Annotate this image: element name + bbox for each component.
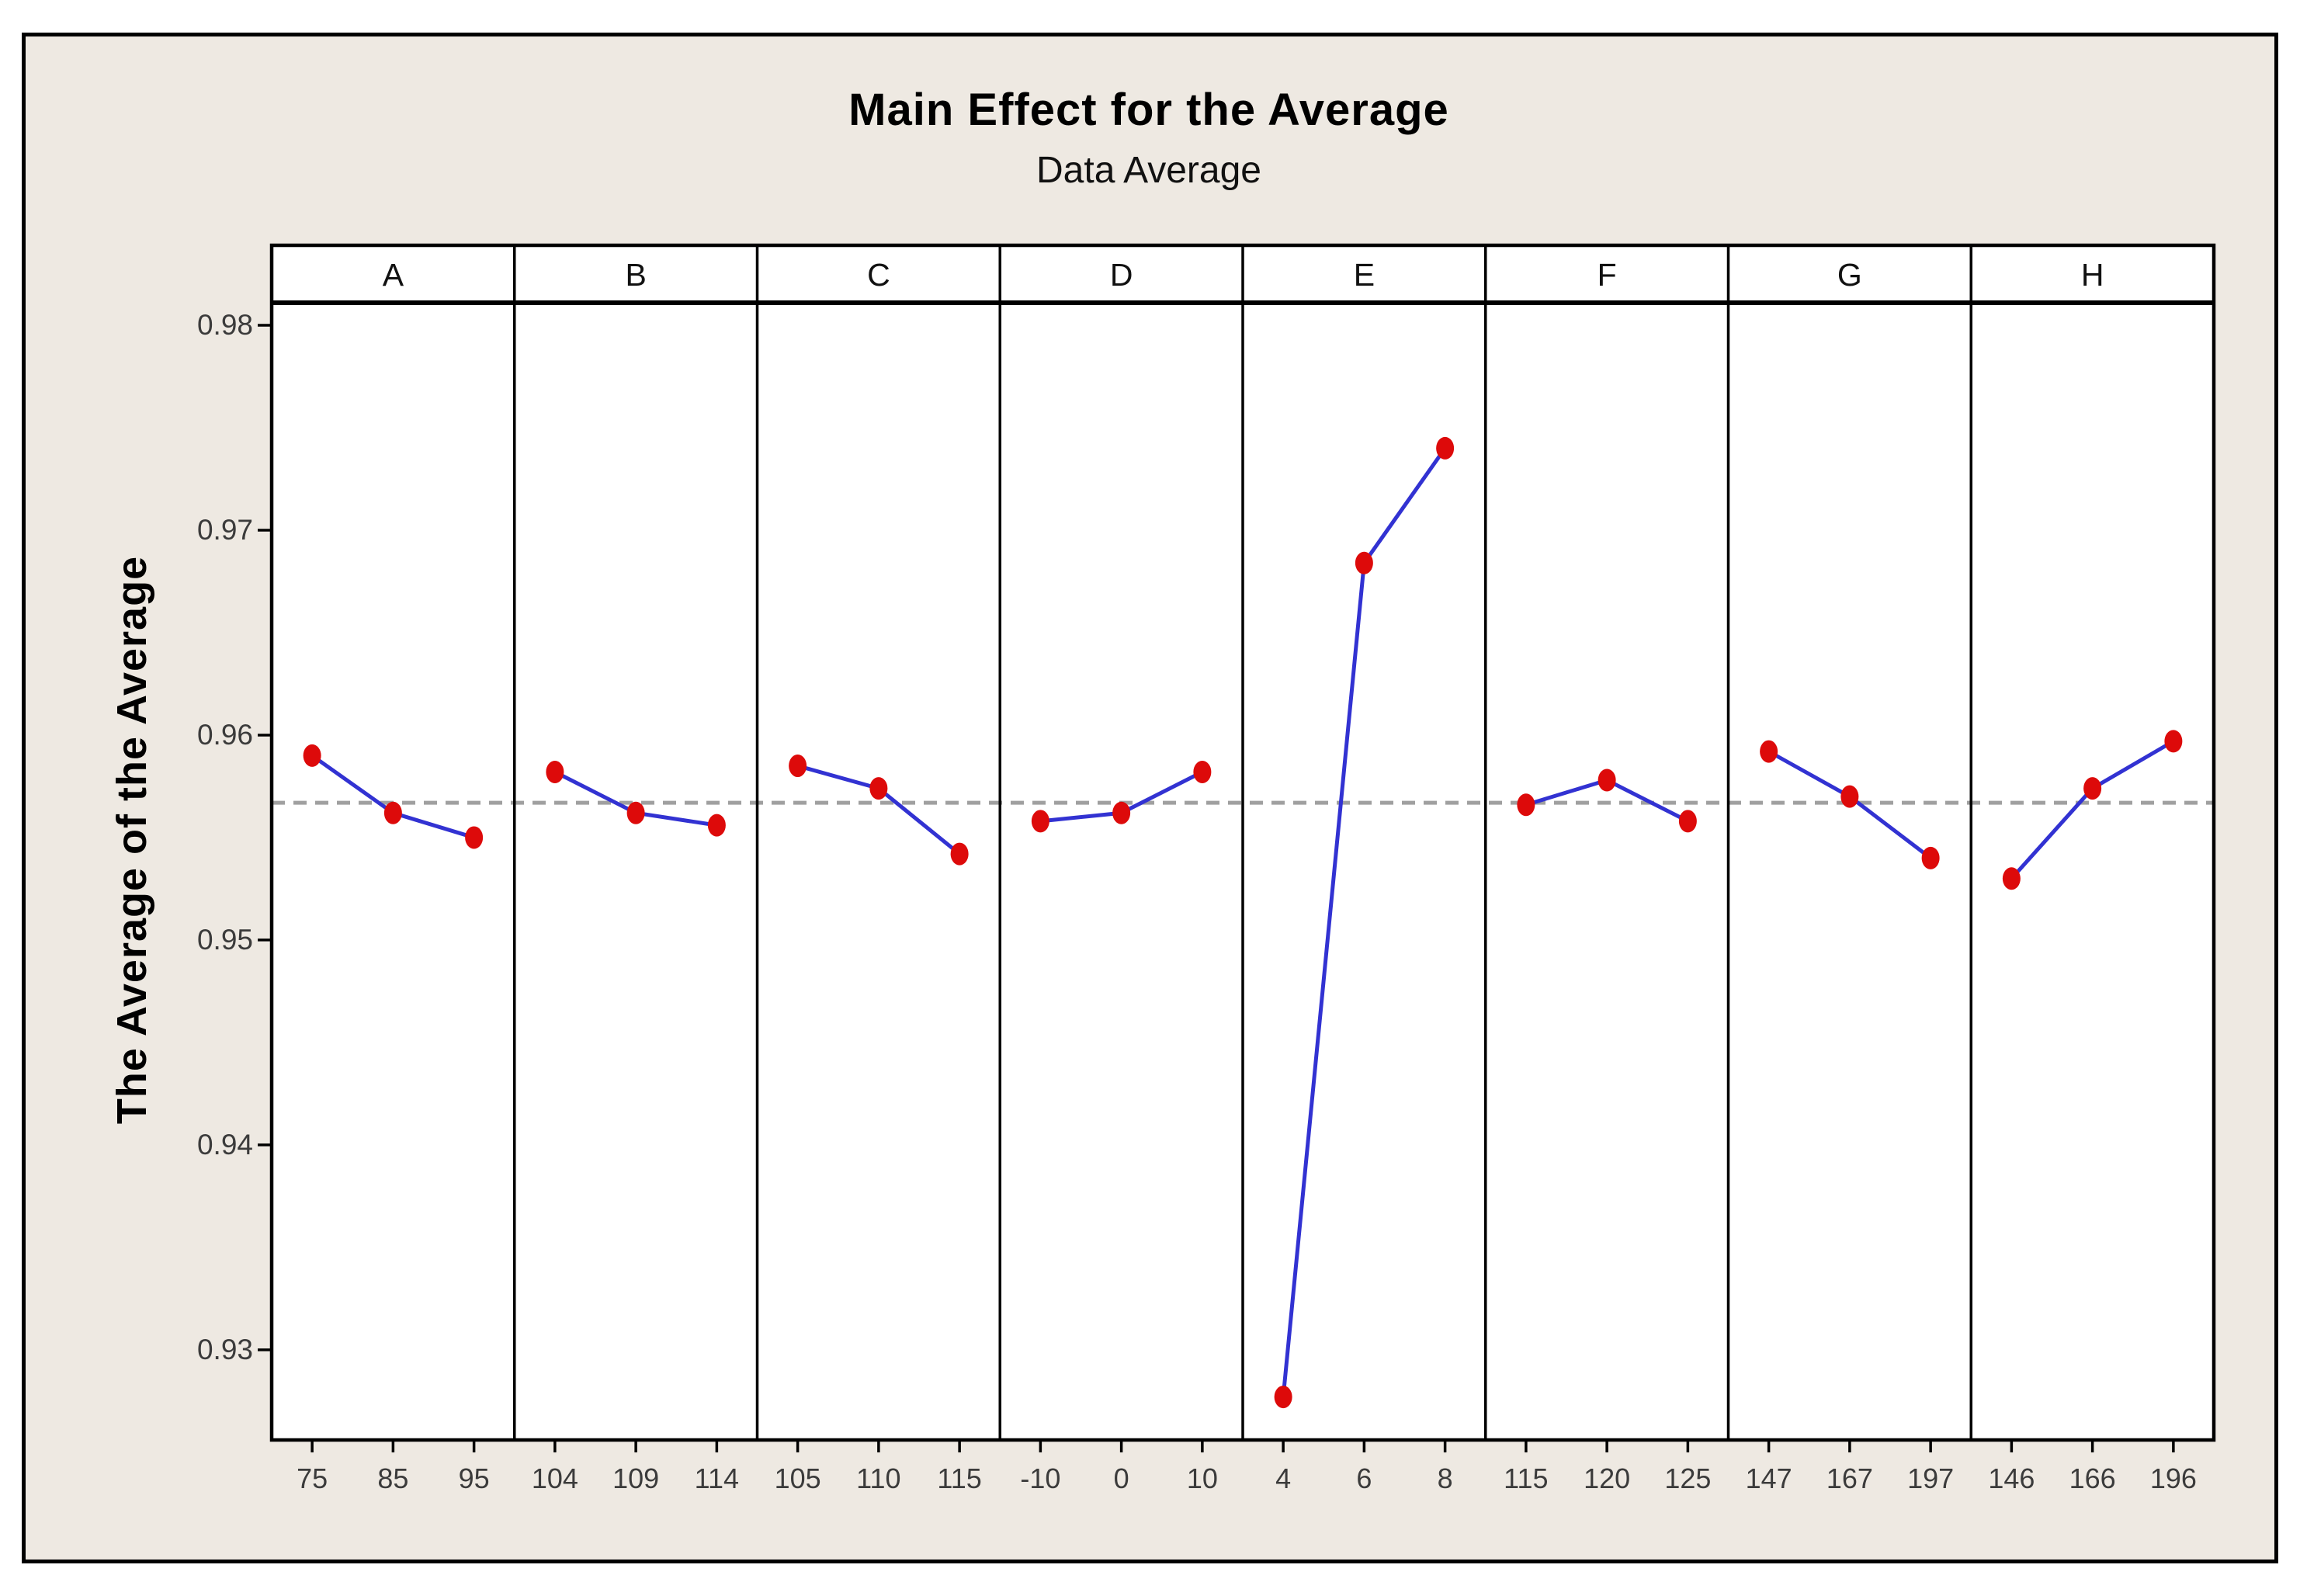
data-point-A-95 — [465, 826, 484, 849]
chart-title: Main Effect for the Average — [848, 85, 1449, 135]
data-point-A-85 — [383, 801, 402, 824]
panel-header-H: H — [2081, 257, 2104, 293]
x-tick-label: 167 — [1826, 1462, 1873, 1494]
data-point-G-197 — [1921, 846, 1940, 869]
x-tick-label: 85 — [377, 1462, 408, 1494]
data-point-H-196 — [2164, 730, 2183, 753]
data-point-E-8 — [1436, 436, 1455, 460]
y-tick-label: 0.94 — [197, 1129, 253, 1161]
x-tick-label: 104 — [532, 1462, 578, 1494]
chart-subtitle: Data Average — [1036, 150, 1261, 191]
data-point-B-104 — [546, 760, 564, 783]
x-tick-label: 105 — [775, 1462, 821, 1494]
x-tick-label: 0 — [1114, 1462, 1129, 1494]
x-tick-label: 166 — [2069, 1462, 2116, 1494]
panel-header-B: B — [625, 257, 646, 293]
x-tick-label: 146 — [1988, 1462, 2035, 1494]
x-tick-label: 125 — [1664, 1462, 1711, 1494]
y-tick-label: 0.97 — [197, 514, 253, 546]
x-tick-label: 120 — [1584, 1462, 1630, 1494]
x-tick-label: -10 — [1020, 1462, 1060, 1494]
data-point-D--10 — [1031, 810, 1049, 833]
plot-border — [269, 243, 2216, 1442]
data-point-C-115 — [950, 842, 969, 866]
data-point-F-125 — [1678, 810, 1697, 833]
panel-header-E: E — [1354, 257, 1375, 293]
data-point-F-120 — [1598, 769, 1616, 792]
data-point-F-115 — [1517, 793, 1535, 817]
panel-header-C: C — [867, 257, 890, 293]
x-tick-label: 196 — [2150, 1462, 2197, 1494]
data-point-G-167 — [1840, 785, 1859, 808]
x-tick-label: 197 — [1907, 1462, 1954, 1494]
panel-header-D: D — [1110, 257, 1133, 293]
data-point-G-147 — [1760, 740, 1778, 763]
data-point-H-146 — [2002, 867, 2021, 890]
data-point-B-114 — [707, 814, 726, 837]
data-point-C-105 — [789, 755, 807, 778]
data-point-C-110 — [869, 777, 888, 800]
data-point-E-6 — [1355, 551, 1373, 574]
data-point-D-0 — [1112, 801, 1131, 824]
x-tick-label: 6 — [1356, 1462, 1372, 1494]
x-tick-label: 115 — [937, 1462, 981, 1494]
data-point-D-10 — [1193, 760, 1212, 783]
x-tick-label: 114 — [695, 1462, 739, 1494]
y-tick-label: 0.98 — [197, 309, 253, 341]
x-tick-label: 95 — [459, 1462, 490, 1494]
data-point-A-75 — [303, 744, 321, 767]
x-tick-label: 115 — [1504, 1462, 1548, 1494]
data-point-E-4 — [1274, 1386, 1292, 1409]
x-tick-label: 8 — [1438, 1462, 1453, 1494]
y-tick-label: 0.93 — [197, 1334, 253, 1365]
panel-header-G: G — [1837, 257, 1862, 293]
data-point-B-109 — [626, 801, 645, 824]
x-tick-label: 110 — [856, 1462, 900, 1494]
x-tick-label: 147 — [1746, 1462, 1792, 1494]
x-tick-label: 75 — [297, 1462, 328, 1494]
x-tick-label: 4 — [1275, 1462, 1291, 1494]
data-point-H-166 — [2083, 777, 2102, 800]
y-tick-label: 0.95 — [197, 924, 253, 956]
y-tick-label: 0.96 — [197, 719, 253, 751]
x-tick-label: 109 — [612, 1462, 659, 1494]
x-tick-label: 10 — [1187, 1462, 1218, 1494]
panel-header-A: A — [383, 257, 404, 293]
panel-header-F: F — [1598, 257, 1617, 293]
